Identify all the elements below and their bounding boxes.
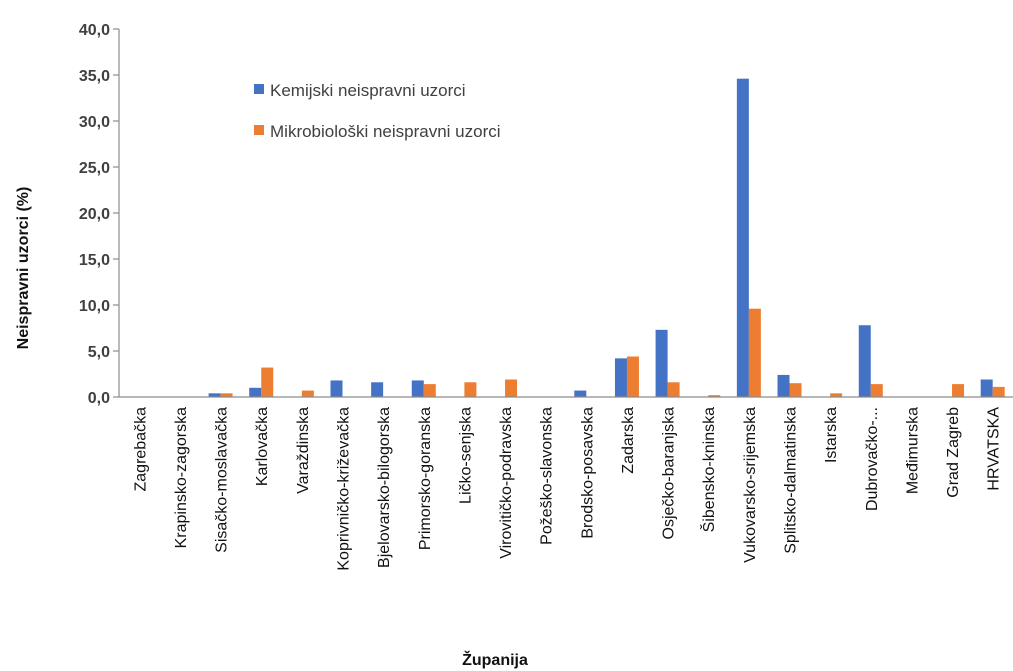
x-category-label: HRVATSKA — [986, 407, 1003, 491]
y-axis-title: Neispravni uzorci (%) — [15, 187, 32, 350]
y-tick-label: 0,0 — [88, 390, 110, 407]
bar-mikrobioloski — [952, 384, 965, 397]
y-axis: 0,0 5,0 10,0 15,0 20,0 25,0 30,0 35,0 40,0 — [79, 22, 120, 407]
bar-mikrobioloski — [626, 356, 639, 397]
legend-swatch — [254, 125, 264, 135]
x-category-label: Varaždinska — [295, 407, 312, 494]
bar-kemijski — [371, 382, 384, 397]
bar-kemijski — [777, 374, 790, 397]
y-tick-label: 15,0 — [79, 252, 110, 269]
legend-label: Mikrobiološki neispravni uzorci — [270, 122, 501, 141]
x-category-label: Ličko-senjska — [457, 407, 474, 504]
bar-mikrobioloski — [870, 384, 883, 397]
y-tick-label: 10,0 — [79, 298, 110, 315]
x-category-label: Međimurska — [904, 407, 921, 494]
x-category-label: Osječko-baranjska — [661, 407, 678, 540]
bar-kemijski — [614, 358, 627, 397]
y-tick-label: 40,0 — [79, 22, 110, 39]
x-axis: Zagrebačka Krapinsko-zagorska Sisačko-mosl… — [119, 396, 1013, 571]
x-category-label: Požeško-slavonska — [539, 407, 556, 545]
bar-kemijski — [655, 329, 668, 397]
bars — [208, 78, 1005, 398]
bar-mikrobioloski — [667, 382, 680, 397]
bar-kemijski — [980, 379, 993, 397]
bar-mikrobioloski — [830, 393, 843, 397]
x-category-label: Virovitičko-podravska — [498, 407, 515, 559]
x-category-label: Istarska — [823, 407, 840, 463]
y-tick-label: 20,0 — [79, 206, 110, 223]
bar-kemijski — [208, 393, 221, 397]
legend-swatch — [254, 84, 264, 94]
x-category-label: Grad Zagreb — [945, 407, 962, 498]
x-category-label: Šibensko-kninska — [699, 407, 718, 533]
legend-label: Kemijski neispravni uzorci — [270, 81, 466, 100]
y-tick-label: 25,0 — [79, 160, 110, 177]
bar-mikrobioloski — [464, 382, 477, 397]
bar-mikrobioloski — [301, 390, 314, 397]
bar-mikrobioloski — [423, 384, 436, 397]
x-category-label: Krapinsko-zagorska — [173, 407, 190, 549]
bar-mikrobioloski — [220, 393, 233, 397]
bar-kemijski — [858, 325, 871, 397]
x-category-label: Zadarska — [620, 407, 637, 474]
bar-mikrobioloski — [261, 367, 274, 397]
bar-mikrobioloski — [992, 386, 1005, 397]
bar-mikrobioloski — [789, 383, 802, 397]
bar-kemijski — [330, 380, 343, 397]
x-category-label: Zagrebačka — [132, 407, 149, 492]
x-category-label: Dubrovačko-... — [864, 407, 881, 511]
bar-kemijski — [574, 390, 587, 397]
x-category-label: Primorsko-goranska — [417, 407, 434, 550]
y-tick-label: 5,0 — [88, 344, 110, 361]
x-category-label: Karlovačka — [254, 407, 271, 486]
bar-kemijski — [249, 387, 262, 397]
legend: Kemijski neispravni uzorci Mikrobiološki … — [254, 81, 501, 141]
bar-mikrobioloski — [708, 395, 721, 397]
x-category-label: Koprivničko-križevačka — [336, 407, 353, 571]
bar-kemijski — [736, 78, 749, 398]
x-category-label: Splitsko-dalmatinska — [783, 407, 800, 554]
y-tick-label: 30,0 — [79, 114, 110, 131]
x-axis-title: Županija — [462, 650, 528, 669]
x-category-label: Brodsko-posavska — [579, 407, 596, 539]
bar-kemijski — [411, 380, 424, 397]
x-category-label: Bjelovarsko-bilogorska — [376, 407, 393, 568]
bar-mikrobioloski — [505, 379, 518, 397]
bar-mikrobioloski — [748, 308, 761, 397]
y-tick-label: 35,0 — [79, 68, 110, 85]
x-category-label: Vukovarsko-srijemska — [742, 407, 759, 563]
x-category-label: Sisačko-moslavačka — [214, 407, 231, 553]
